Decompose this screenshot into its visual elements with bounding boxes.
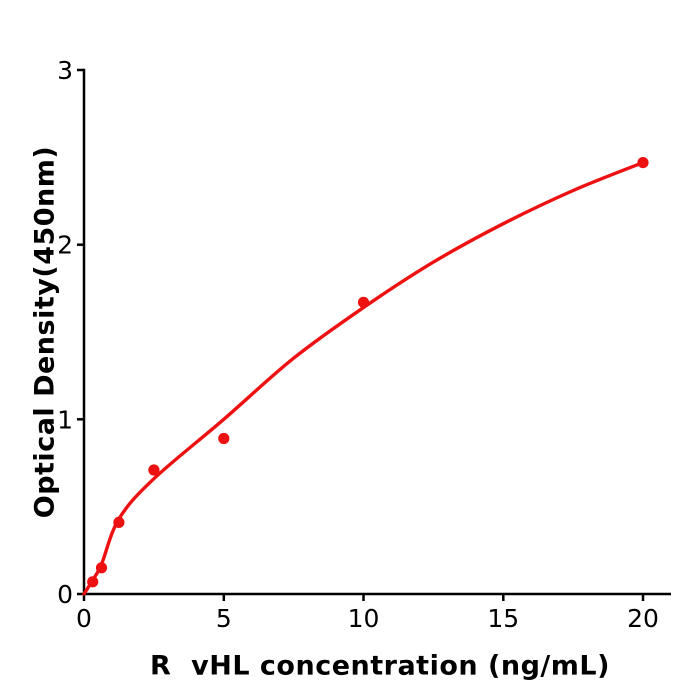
x-axis-label: R vHL concentration (ng/mL) [150,650,610,682]
y-tick-label: 0 [57,580,73,609]
fit-curve [82,160,645,596]
data-point [357,296,370,308]
data-point [95,562,108,574]
data-point [113,516,125,529]
data-point [637,157,649,169]
x-tick-label: 0 [76,604,92,633]
x-tick-label: 15 [487,604,519,633]
y-tick-label: 2 [57,231,73,260]
data-point [148,464,160,476]
data-point [87,576,99,588]
x-tick-label: 5 [216,604,232,633]
x-tick-label: 10 [348,604,380,633]
y-tick-label: 1 [57,405,73,434]
y-axis-label: Optical Density(450nm) [29,145,61,519]
x-tick-label: 20 [627,604,659,633]
data-point [218,432,230,445]
y-tick-label: 3 [57,56,73,85]
